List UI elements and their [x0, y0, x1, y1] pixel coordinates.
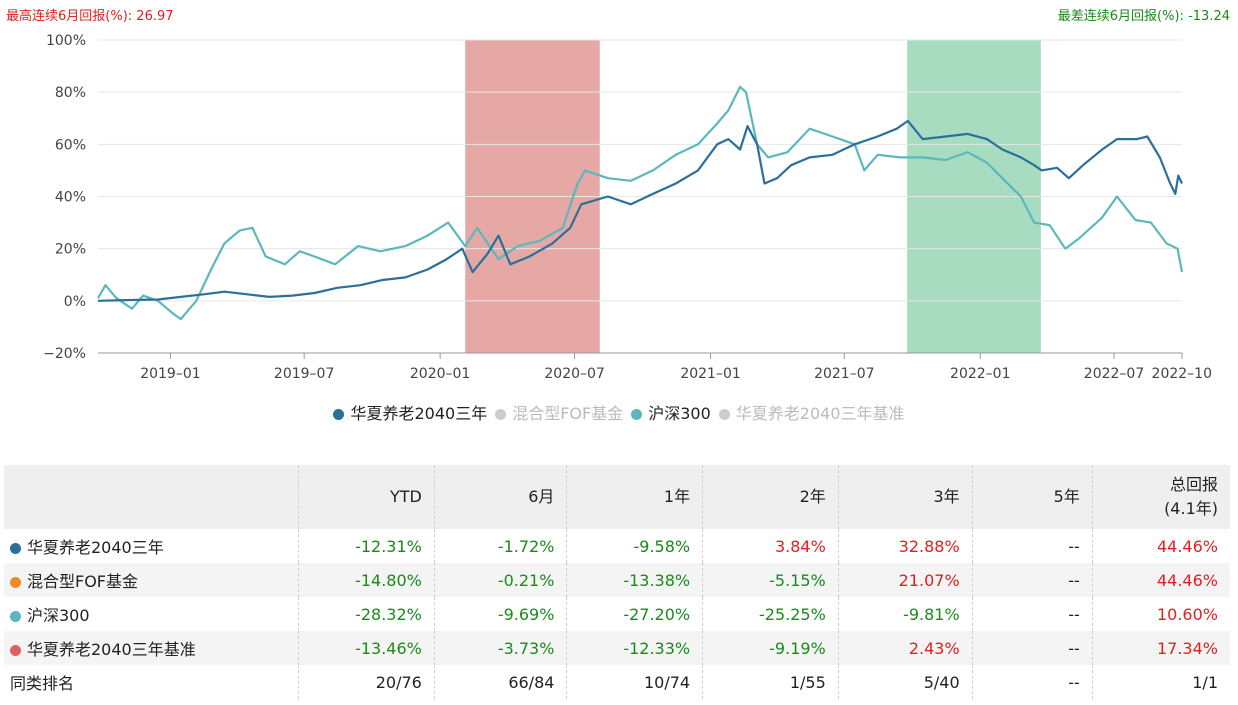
- x-tick-label: 2021–01: [680, 366, 740, 382]
- table-cell: -9.69%: [434, 597, 568, 631]
- table-cell: -27.20%: [566, 597, 704, 631]
- row-name: 华夏养老2040三年: [4, 529, 300, 563]
- legend-label: 沪深300: [648, 404, 711, 423]
- table-row: 华夏养老2040三年基准 -13.46% -3.73% -12.33% -9.19% 2.…: [4, 631, 1230, 665]
- table-cell: -9.58%: [566, 529, 704, 563]
- series-dot: [10, 543, 21, 554]
- column-header: 6月: [434, 465, 568, 529]
- table-row: 同类排名 20/76 66/84 10/74 1/55 5/40 -- 1/1: [4, 665, 1230, 699]
- table-cell: 1/55: [702, 665, 839, 699]
- column-header: YTD: [298, 465, 435, 529]
- table-cell: --: [972, 597, 1093, 631]
- table-row: 混合型FOF基金 -14.80% -0.21% -13.38% -5.15% 21.07%…: [4, 563, 1230, 597]
- y-tick-label: 20%: [55, 242, 86, 258]
- table-cell: -12.31%: [298, 529, 435, 563]
- column-header: 2年: [702, 465, 839, 529]
- header: 最高连续6月回报(%): 26.97 最差连续6月回报(%): -13.24: [0, 0, 1238, 28]
- table-cell: --: [972, 665, 1093, 699]
- table-cell: -9.19%: [702, 631, 839, 665]
- y-tick-label: −20%: [43, 346, 86, 362]
- series-dot: [10, 577, 21, 588]
- table-cell: -14.80%: [298, 563, 435, 597]
- legend-dot: [333, 409, 345, 420]
- best-6m-return: 最高连续6月回报(%): 26.97: [6, 9, 174, 24]
- y-tick-label: 100%: [46, 33, 86, 49]
- legend-item[interactable]: 混合型FOF基金: [495, 400, 623, 424]
- legend-dot: [631, 409, 643, 420]
- legend-item[interactable]: 沪深300: [631, 400, 711, 424]
- return-chart: 100% 80% 60% 40% 20% 0% −20% 2019–01 2019–07 2020…: [43, 33, 1212, 382]
- x-tick-label: 2022–10: [1152, 366, 1212, 382]
- x-tick-label: 2022–01: [950, 366, 1010, 382]
- row-name: 华夏养老2040三年基准: [4, 631, 300, 665]
- column-header: [4, 465, 300, 529]
- column-header: 1年: [566, 465, 704, 529]
- series-line-csi300: [97, 85, 1184, 321]
- table-header-row: YTD 6月 1年 2年 3年 5年 总回报 (4.1年): [4, 465, 1230, 529]
- table-cell: -13.38%: [566, 563, 704, 597]
- series-dot: [10, 645, 21, 656]
- legend-dot: [718, 409, 730, 420]
- legend-label: 华夏养老2040三年: [350, 404, 488, 423]
- x-tick-label: 2022–07: [1084, 366, 1144, 382]
- performance-table: YTD 6月 1年 2年 3年 5年 总回报 (4.1年) 华夏养老2040三年 -12.31%…: [4, 465, 1230, 699]
- y-tick-label: 40%: [55, 190, 86, 206]
- table-cell: --: [972, 563, 1093, 597]
- table-cell: -5.15%: [702, 563, 839, 597]
- table-cell: 21.07%: [838, 563, 973, 597]
- table-cell: -25.25%: [702, 597, 839, 631]
- table-cell: 66/84: [434, 665, 568, 699]
- x-tick-label: 2020–01: [410, 366, 470, 382]
- table-cell: 44.46%: [1092, 563, 1230, 597]
- table-cell: 44.46%: [1156, 536, 1218, 556]
- row-name: 沪深300: [4, 597, 300, 631]
- series-line-fund: [97, 119, 1183, 302]
- table-cell: -3.73%: [434, 631, 568, 665]
- y-tick-label: 80%: [55, 85, 86, 101]
- legend-item[interactable]: 华夏养老2040三年: [333, 400, 487, 424]
- x-tick-label: 2019–01: [140, 366, 200, 382]
- table-row: 华夏养老2040三年 -12.31% -1.72% -9.58% 3.84% 32.88%…: [4, 529, 1230, 563]
- legend-item[interactable]: 华夏养老2040三年基准: [718, 400, 905, 424]
- y-tick-label: 60%: [55, 137, 86, 153]
- table-cell: -12.33%: [566, 631, 704, 665]
- table-cell: 3.84%: [702, 529, 839, 563]
- column-header: 总回报 (4.1年): [1092, 465, 1230, 529]
- table-cell: 17.34%: [1092, 631, 1230, 665]
- chart-legend: 华夏养老2040三年 混合型FOF基金 沪深300 华夏养老2040三年基准: [0, 400, 1238, 426]
- row-name: 同类排名: [4, 665, 300, 699]
- legend-dot: [495, 409, 507, 420]
- table-cell: -0.21%: [434, 563, 568, 597]
- column-header: 5年: [972, 465, 1093, 529]
- legend-label: 华夏养老2040三年基准: [735, 404, 905, 423]
- table-cell: -13.46%: [298, 631, 435, 665]
- table-cell: 32.88%: [838, 529, 973, 563]
- table-row: 沪深300 -28.32% -9.69% -27.20% -25.25% -9.81% --…: [4, 597, 1230, 631]
- table-cell: 10.60%: [1156, 604, 1218, 624]
- worst-6m-return: 最差连续6月回报(%): -13.24: [1057, 9, 1230, 24]
- table-cell: -28.32%: [298, 597, 435, 631]
- table-cell: 20/76: [298, 665, 435, 699]
- table-cell: 1/1: [1192, 672, 1218, 692]
- table-cell: -9.81%: [838, 597, 973, 631]
- table-cell: --: [972, 631, 1093, 665]
- legend-label: 混合型FOF基金: [512, 404, 624, 423]
- row-name: 混合型FOF基金: [4, 563, 300, 597]
- table-cell: 5/40: [838, 665, 973, 699]
- y-tick-label: 0%: [64, 294, 86, 310]
- series-dot: [10, 611, 21, 622]
- x-tick-label: 2021–07: [814, 366, 874, 382]
- table-cell: -1.72%: [434, 529, 568, 563]
- x-tick-label: 2019–07: [274, 366, 334, 382]
- column-header: 3年: [838, 465, 973, 529]
- x-tick-label: 2020–07: [544, 366, 604, 382]
- table-cell: --: [972, 529, 1093, 563]
- table-cell: 10/74: [566, 665, 704, 699]
- table-cell: 2.43%: [838, 631, 973, 665]
